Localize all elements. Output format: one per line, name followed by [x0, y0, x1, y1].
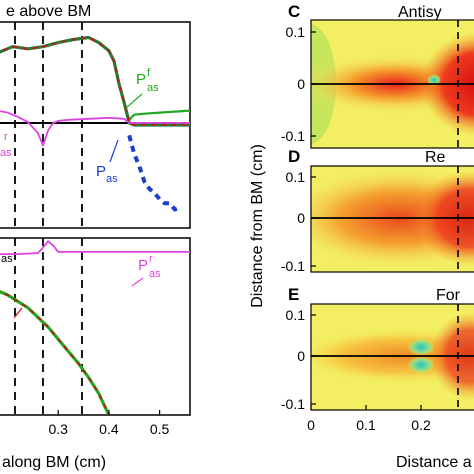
panel-e-letter: E	[288, 285, 299, 304]
panel-e-cyan-spot-2	[407, 356, 435, 374]
panel-c-heatmap	[311, 20, 474, 148]
ytick-label: 0.1	[286, 24, 306, 40]
panel-e-heatmap	[311, 304, 474, 410]
bottom-left-xtick-label: 0.3	[48, 421, 68, 437]
p-r-sub: as	[149, 268, 161, 280]
ytick-label: -0.1	[281, 258, 305, 274]
bottom-left-panel: as P r as 0.3 0.4 0.5 along BM (cm)	[0, 237, 191, 471]
p-f-sub: as	[147, 82, 159, 94]
top-left-series-group	[0, 35, 190, 212]
series-p-as-r-line	[0, 240, 190, 255]
ytick-label: -0.1	[281, 128, 305, 144]
ytick-label: 0.1	[286, 169, 306, 185]
panel-e-yticks: 0.1 0 -0.1	[281, 307, 316, 412]
panel-e-xticks: 0 0.1 0.2	[307, 405, 431, 433]
p-r-label: P	[138, 257, 148, 274]
bottom-left-xtick-label: 0.5	[150, 421, 170, 437]
right-xlabel: Distance a	[396, 454, 472, 471]
bottom-left-red-arrow	[13, 307, 23, 319]
bottom-left-series-group	[0, 240, 190, 415]
panel-d-title: Re	[425, 149, 446, 166]
p-as-arrow	[109, 139, 119, 163]
panel-e-title: For	[436, 287, 461, 304]
panel-e: E For 0.10-0.1 0 0.1 0.2 Distance a	[281, 285, 474, 471]
ytick-label: 0.1	[286, 307, 306, 323]
panel-d-frame	[310, 165, 474, 273]
top-left-plot-area	[0, 22, 190, 228]
panel-c-yticks: 0.1 0 -0.1	[281, 24, 316, 144]
p-r-sup: r	[149, 253, 153, 265]
p-r-arrow	[131, 277, 144, 287]
panel-e-xtick-label: 0.1	[356, 417, 376, 433]
ytick-label: 0	[297, 210, 305, 226]
panel-e-xtick-label: 0	[307, 417, 315, 433]
bottom-left-xtick-label: 0.4	[99, 421, 119, 437]
series-p-as-r-line	[0, 110, 190, 147]
panel-e-frame	[310, 303, 474, 411]
panel-e-cyan-spot-1	[407, 338, 435, 356]
top-left-title: e above BM	[6, 3, 91, 20]
p-f-label: P	[136, 71, 146, 88]
p-as-label: P	[96, 163, 106, 180]
panel-c-cyan-spot	[427, 74, 441, 86]
ytick-label: -0.1	[281, 396, 305, 412]
panel-d: D Re 0.1 0 -0.1	[281, 147, 474, 274]
panel-e-xtick-label: 0.2	[411, 417, 431, 433]
p-r-sup-top: r	[4, 131, 8, 143]
panel-d-letter: D	[288, 147, 300, 166]
ytick-label: 0	[297, 348, 305, 364]
series-composite-overlay	[0, 36, 190, 126]
panel-c-letter: C	[288, 2, 300, 21]
panel-d-heatmap	[311, 166, 474, 272]
bottom-left-xticks: 0.3 0.4 0.5	[48, 410, 170, 437]
series-decay-overlay	[0, 290, 110, 415]
bottom-left-as-sub: as	[1, 253, 13, 265]
panel-d-yticks: 0.1 0 -0.1	[281, 169, 316, 274]
p-f-sup: f	[147, 67, 151, 79]
p-f-arrow	[125, 93, 143, 109]
p-as-sub: as	[106, 173, 118, 185]
bottom-left-plot-area	[0, 238, 190, 415]
panel-c: C Antisy 0.1 0 -0.1	[281, 2, 474, 149]
bottom-left-xlabel: along BM (cm)	[2, 454, 106, 471]
ytick-label: 0	[297, 76, 305, 92]
top-left-panel: e above BM P f as r as P as	[0, 3, 191, 229]
right-ylabel: Distance from BM (cm)	[249, 144, 266, 308]
panel-c-title: Antisy	[398, 4, 442, 21]
p-r-sub-top: as	[0, 147, 12, 159]
